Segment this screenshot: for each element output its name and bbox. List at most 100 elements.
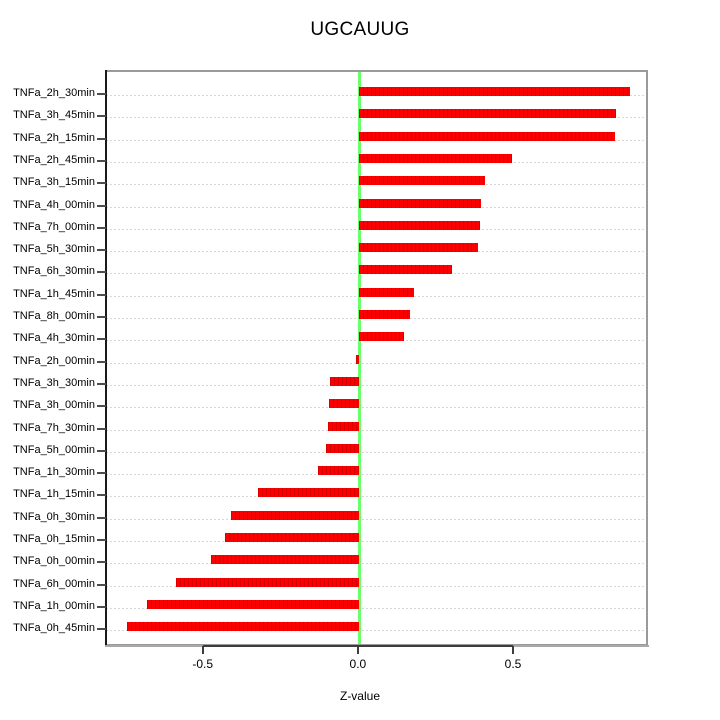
bar	[358, 310, 411, 319]
x-axis-tick-label: -0.5	[192, 657, 214, 671]
y-axis-label: TNFa_2h_45min	[13, 153, 95, 166]
y-axis-label: TNFa_2h_15min	[13, 131, 95, 144]
y-axis-tick	[97, 494, 106, 496]
x-axis-tick	[201, 646, 204, 654]
gridline	[106, 385, 646, 386]
y-axis-label: TNFa_4h_00min	[13, 198, 95, 211]
gridline	[106, 452, 646, 453]
bar	[325, 443, 359, 453]
y-axis-label: TNFa_1h_15min	[13, 488, 95, 501]
y-axis-label: TNFa_5h_00min	[13, 443, 95, 456]
bar	[175, 577, 359, 587]
y-axis-tick	[97, 294, 106, 296]
bar	[358, 87, 631, 96]
bar	[358, 220, 480, 230]
y-axis-tick	[97, 182, 106, 184]
y-axis-label: TNFa_0h_15min	[13, 533, 95, 545]
bar	[358, 243, 479, 253]
y-axis-tick	[97, 138, 106, 140]
y-axis-label: TNFa_6h_00min	[13, 577, 95, 590]
y-axis-line	[105, 70, 107, 646]
bar	[358, 131, 616, 141]
gridline	[106, 563, 646, 564]
y-axis-tick	[97, 160, 106, 162]
y-axis-tick	[97, 271, 106, 273]
y-axis-label: TNFa_3h_30min	[13, 376, 95, 389]
y-axis-label: TNFa_0h_30min	[13, 510, 95, 523]
y-axis-tick	[97, 428, 106, 430]
gridline	[106, 541, 646, 542]
y-axis-tick	[97, 227, 106, 229]
bar	[317, 466, 359, 476]
y-axis-label: TNFa_3h_45min	[13, 109, 95, 122]
y-axis-tick	[97, 93, 106, 95]
x-axis-tick	[512, 646, 515, 654]
y-axis-tick	[97, 115, 106, 117]
y-axis-tick	[97, 450, 106, 452]
gridline	[106, 407, 646, 408]
gridline	[106, 207, 646, 208]
gridline	[106, 430, 646, 431]
y-axis-label: TNFa_3h_15min	[13, 176, 95, 189]
y-axis-label: TNFa_2h_30min	[13, 87, 95, 99]
bar	[230, 510, 359, 520]
y-axis-label: TNFa_5h_30min	[13, 243, 95, 256]
bar	[358, 287, 414, 297]
bar	[224, 533, 359, 542]
y-axis-tick	[97, 472, 106, 474]
y-axis-label: TNFa_2h_00min	[13, 354, 95, 367]
y-axis-label: TNFa_6h_30min	[13, 265, 95, 278]
gridline	[106, 519, 646, 520]
gridline	[106, 630, 646, 631]
y-axis-tick	[97, 405, 106, 407]
bar	[329, 376, 359, 386]
gridline	[106, 608, 646, 609]
bar	[358, 176, 485, 186]
y-axis-tick	[97, 383, 106, 385]
bar	[327, 421, 359, 431]
y-axis-tick	[97, 517, 106, 519]
y-axis-label: TNFa_3h_00min	[13, 399, 95, 412]
y-axis-label: TNFa_4h_30min	[13, 332, 95, 345]
bar	[358, 153, 513, 163]
bar	[355, 354, 359, 364]
y-axis-tick	[97, 205, 106, 207]
y-axis-tick	[97, 539, 106, 541]
chart-title: UGCAUUG	[310, 19, 410, 40]
gridline	[106, 496, 646, 497]
y-axis-label: TNFa_1h_00min	[13, 599, 95, 612]
plot-area	[105, 70, 648, 645]
y-axis-tick	[97, 249, 106, 251]
bar	[358, 109, 617, 119]
y-axis-tick	[97, 338, 106, 340]
y-axis-label: TNFa_1h_30min	[13, 466, 95, 479]
zero-reference-line	[357, 72, 361, 644]
gridline	[106, 363, 646, 364]
bar	[257, 488, 359, 498]
bar	[210, 555, 359, 565]
y-axis-tick	[97, 584, 106, 586]
y-axis-label: TNFa_7h_00min	[13, 220, 95, 233]
gridline	[106, 474, 646, 475]
bar	[328, 399, 359, 409]
y-axis-label: TNFa_0h_45min	[13, 622, 95, 635]
y-axis-label: TNFa_8h_00min	[13, 310, 95, 322]
bar	[358, 332, 404, 342]
bar	[146, 599, 359, 609]
x-axis-tick-label: 0.0	[349, 657, 367, 671]
y-axis-tick	[97, 361, 106, 363]
y-axis-tick	[97, 316, 106, 318]
bar	[358, 265, 452, 275]
y-axis-label: TNFa_0h_00min	[13, 555, 95, 568]
y-axis-tick	[97, 628, 106, 630]
x-axis-tick-label: 0.5	[504, 657, 522, 671]
y-axis-tick	[97, 561, 106, 563]
y-axis-label: TNFa_7h_30min	[13, 421, 95, 434]
x-axis-title: Z-value	[339, 689, 380, 703]
gridline	[106, 586, 646, 587]
bar	[126, 622, 359, 632]
y-axis-label: TNFa_1h_45min	[13, 287, 95, 300]
bar	[358, 198, 481, 208]
y-axis-tick	[97, 606, 106, 608]
